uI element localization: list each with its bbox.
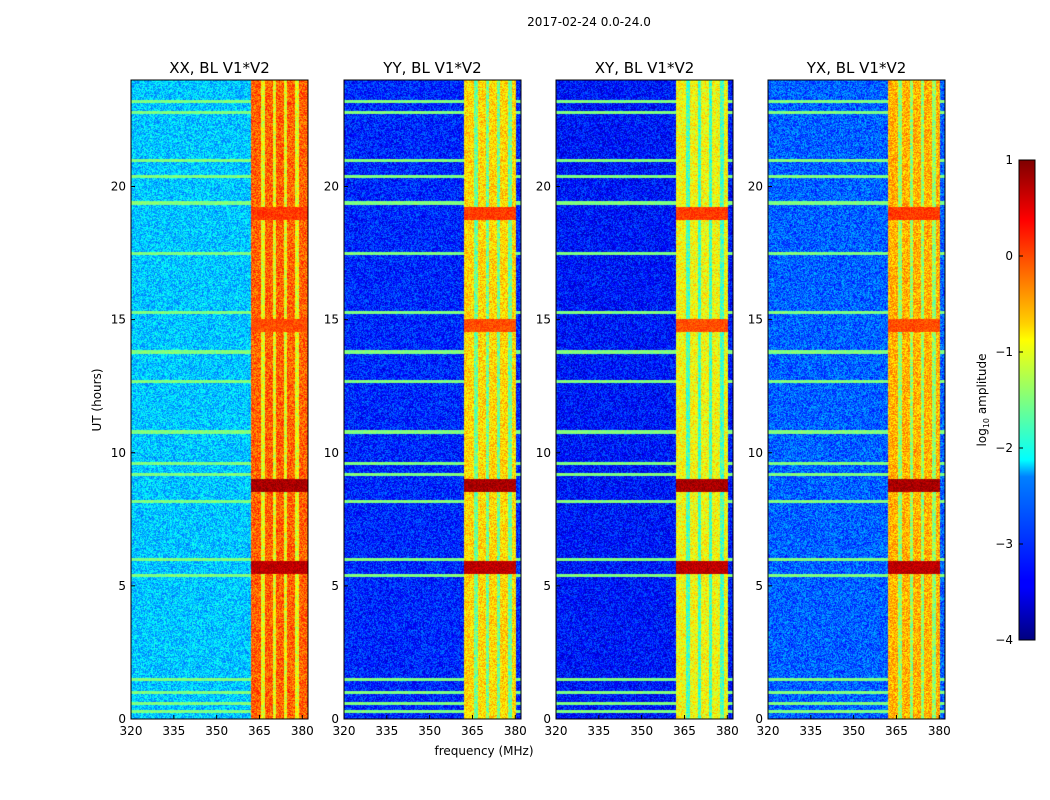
panel-3-frame bbox=[555, 79, 734, 720]
y-tick-label: 20 bbox=[111, 180, 126, 194]
y-tick-label: 0 bbox=[331, 712, 339, 726]
y-tick-label: 5 bbox=[331, 579, 339, 593]
colorbar: 10−1−2−3−4 log10 amplitude bbox=[975, 153, 1036, 647]
x-tick-label: 380 bbox=[716, 724, 739, 738]
colorbar-tick-label: −2 bbox=[995, 441, 1013, 455]
colorbar-tick-label: 1 bbox=[1005, 153, 1013, 167]
x-tick-label: 380 bbox=[291, 724, 314, 738]
y-tick-label: 0 bbox=[755, 712, 763, 726]
x-axis-label: frequency (MHz) bbox=[434, 744, 533, 758]
y-tick-label: 5 bbox=[755, 579, 763, 593]
colorbar-label-rest: amplitude bbox=[975, 354, 989, 418]
y-tick-label: 10 bbox=[324, 446, 339, 460]
panel-4: YX, BL V1*V2 320 335 350 365 380 0 5 10 15 20 bbox=[748, 59, 951, 738]
panel-2-heatmap bbox=[344, 80, 521, 719]
panel-4-frame bbox=[767, 79, 946, 720]
panel-2-title: YY, BL V1*V2 bbox=[382, 59, 481, 77]
x-tick-label: 380 bbox=[504, 724, 527, 738]
panel-3: XY, BL V1*V2 320 335 350 365 380 0 5 10 15 20 bbox=[536, 59, 739, 738]
panel-4-title: YX, BL V1*V2 bbox=[806, 59, 907, 77]
panel-1-title: XX, BL V1*V2 bbox=[169, 59, 270, 77]
panel-2-frame bbox=[343, 79, 522, 720]
y-tick-label: 10 bbox=[748, 446, 763, 460]
x-tick-label: 320 bbox=[757, 724, 780, 738]
y-tick-label: 20 bbox=[536, 180, 551, 194]
y-tick-label: 15 bbox=[536, 313, 551, 327]
y-tick-label: 5 bbox=[543, 579, 551, 593]
colorbar-label-log: log bbox=[975, 428, 989, 446]
x-tick-label: 380 bbox=[928, 724, 951, 738]
panel-3-heatmap bbox=[556, 80, 733, 719]
colorbar-label: log10 amplitude bbox=[975, 354, 991, 447]
x-tick-label: 350 bbox=[630, 724, 653, 738]
colorbar-gradient bbox=[1018, 159, 1036, 641]
y-tick-label: 0 bbox=[543, 712, 551, 726]
colorbar-tick-label: 0 bbox=[1005, 249, 1013, 263]
x-tick-label: 365 bbox=[885, 724, 908, 738]
colorbar-tick-label: −3 bbox=[995, 537, 1013, 551]
panel-1: XX, BL V1*V2 320 335 350 365 380 0 5 10 15 20 bbox=[111, 59, 314, 738]
y-tick-label: 15 bbox=[111, 313, 126, 327]
x-tick-label: 320 bbox=[120, 724, 143, 738]
x-tick-label: 335 bbox=[162, 724, 185, 738]
panel-2: YY, BL V1*V2 320 335 350 365 380 0 5 10 15 20 bbox=[324, 59, 527, 738]
y-tick-label: 15 bbox=[324, 313, 339, 327]
x-tick-label: 335 bbox=[799, 724, 822, 738]
x-tick-label: 350 bbox=[842, 724, 865, 738]
x-tick-label: 365 bbox=[461, 724, 484, 738]
panel-1-heatmap bbox=[131, 80, 308, 719]
x-tick-label: 335 bbox=[587, 724, 610, 738]
y-tick-label: 0 bbox=[118, 712, 126, 726]
y-tick-label: 10 bbox=[111, 446, 126, 460]
colorbar-ticks: 1 0 −1 −2 −3 −4 bbox=[995, 153, 1023, 647]
figure-suptitle: 2017-02-24 0.0-24.0 bbox=[527, 15, 651, 29]
x-tick-label: 320 bbox=[333, 724, 356, 738]
x-tick-label: 350 bbox=[205, 724, 228, 738]
y-axis-label: UT (hours) bbox=[90, 368, 104, 431]
y-tick-label: 15 bbox=[748, 313, 763, 327]
x-tick-label: 350 bbox=[418, 724, 441, 738]
x-tick-label: 320 bbox=[545, 724, 568, 738]
y-tick-label: 5 bbox=[118, 579, 126, 593]
colorbar-tick-label: −4 bbox=[995, 633, 1013, 647]
colorbar-label-sub: 10 bbox=[982, 418, 991, 428]
x-tick-label: 365 bbox=[248, 724, 271, 738]
panel-4-heatmap bbox=[768, 80, 945, 719]
panel-3-title: XY, BL V1*V2 bbox=[595, 59, 695, 77]
colorbar-tick-label: −1 bbox=[995, 345, 1013, 359]
x-tick-label: 335 bbox=[375, 724, 398, 738]
x-tick-label: 365 bbox=[673, 724, 696, 738]
y-tick-label: 20 bbox=[748, 180, 763, 194]
panel-1-frame bbox=[130, 79, 309, 720]
y-tick-label: 20 bbox=[324, 180, 339, 194]
y-tick-label: 10 bbox=[536, 446, 551, 460]
